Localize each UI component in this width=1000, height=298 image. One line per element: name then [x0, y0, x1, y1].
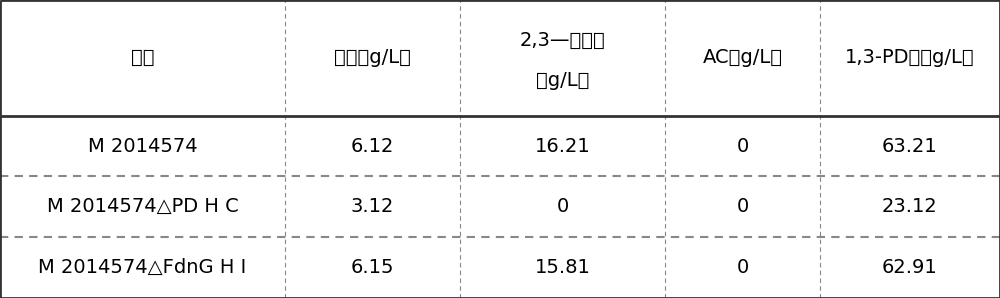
Text: 0: 0 — [736, 258, 749, 277]
Text: M 2014574△FdnG H I: M 2014574△FdnG H I — [38, 258, 247, 277]
Text: 63.21: 63.21 — [882, 136, 938, 156]
Text: 16.21: 16.21 — [535, 136, 590, 156]
Text: 0: 0 — [736, 197, 749, 216]
Text: 菌株: 菌株 — [131, 48, 154, 67]
Text: AC（g/L）: AC（g/L） — [702, 48, 782, 67]
Text: 23.12: 23.12 — [882, 197, 938, 216]
Text: （g/L）: （g/L） — [536, 72, 589, 90]
Text: 菌浓（g/L）: 菌浓（g/L） — [334, 48, 411, 67]
Text: M 2014574△PD H C: M 2014574△PD H C — [47, 197, 238, 216]
Text: 6.15: 6.15 — [351, 258, 394, 277]
Text: 1,3-PD　（g/L）: 1,3-PD （g/L） — [845, 48, 975, 67]
Text: 62.91: 62.91 — [882, 258, 938, 277]
Text: 0: 0 — [556, 197, 569, 216]
Text: 15.81: 15.81 — [535, 258, 590, 277]
Text: M 2014574: M 2014574 — [88, 136, 197, 156]
Text: 0: 0 — [736, 136, 749, 156]
Text: 6.12: 6.12 — [351, 136, 394, 156]
Text: 3.12: 3.12 — [351, 197, 394, 216]
Text: 2,3—丁二醇: 2,3—丁二醇 — [520, 31, 605, 50]
